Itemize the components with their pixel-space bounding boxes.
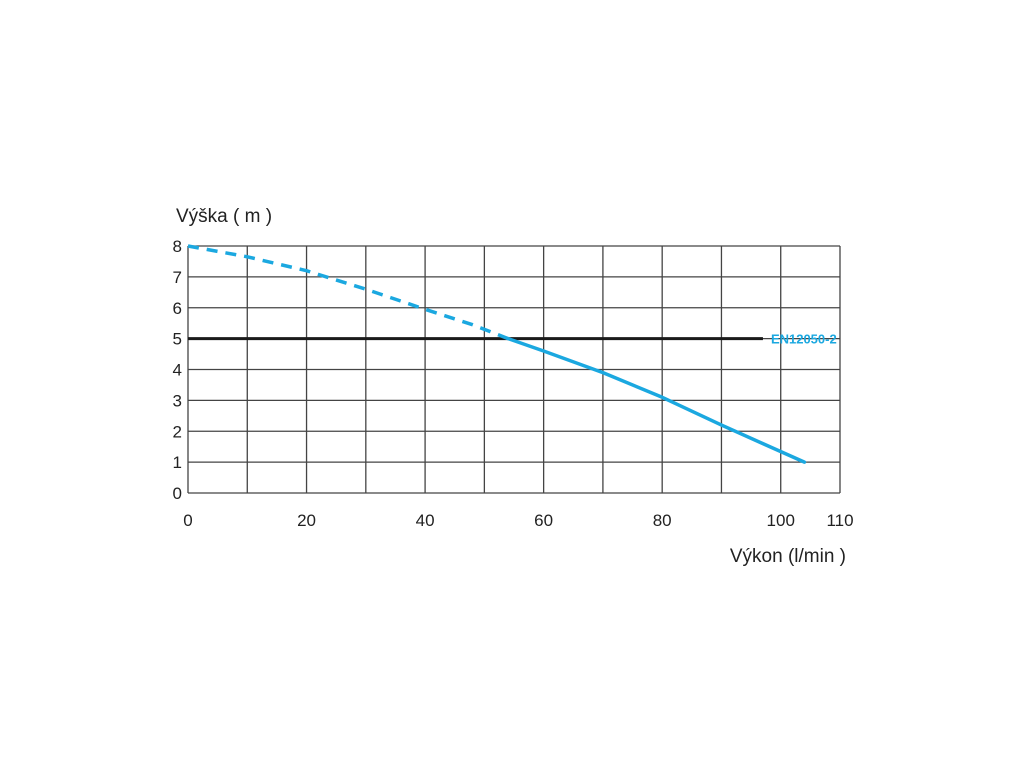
x-tick-label: 110 bbox=[826, 511, 853, 530]
tick-labels: 0 20 40 60 80 100 110 0 1 2 3 4 5 6 7 8 bbox=[173, 237, 854, 530]
grid bbox=[187, 245, 841, 494]
x-axis-title: Výkon (l/min ) bbox=[730, 546, 846, 567]
series-group bbox=[187, 244, 807, 464]
y-tick-label: 2 bbox=[173, 422, 182, 441]
y-tick-label: 3 bbox=[173, 391, 182, 410]
x-tick-label: 0 bbox=[183, 511, 192, 530]
x-tick-label: 100 bbox=[767, 511, 795, 530]
x-tick-label: 80 bbox=[653, 511, 672, 530]
x-tick-label: 20 bbox=[297, 511, 316, 530]
y-tick-label: 1 bbox=[173, 453, 182, 472]
y-tick-label: 0 bbox=[173, 484, 182, 503]
reference-line-group: EN12050-2 bbox=[188, 332, 837, 347]
y-tick-label: 4 bbox=[173, 361, 182, 380]
series-line-dashed bbox=[187, 244, 509, 341]
series-line-solid bbox=[506, 336, 807, 464]
y-tick-label: 5 bbox=[173, 330, 182, 349]
x-tick-label: 40 bbox=[416, 511, 435, 530]
y-tick-label: 6 bbox=[173, 299, 182, 318]
y-tick-label: 7 bbox=[173, 268, 182, 287]
reference-line-label: EN12050-2 bbox=[771, 332, 837, 347]
x-tick-label: 60 bbox=[534, 511, 553, 530]
y-tick-label: 8 bbox=[173, 237, 182, 256]
y-axis-title: Výška ( m ) bbox=[176, 206, 272, 227]
